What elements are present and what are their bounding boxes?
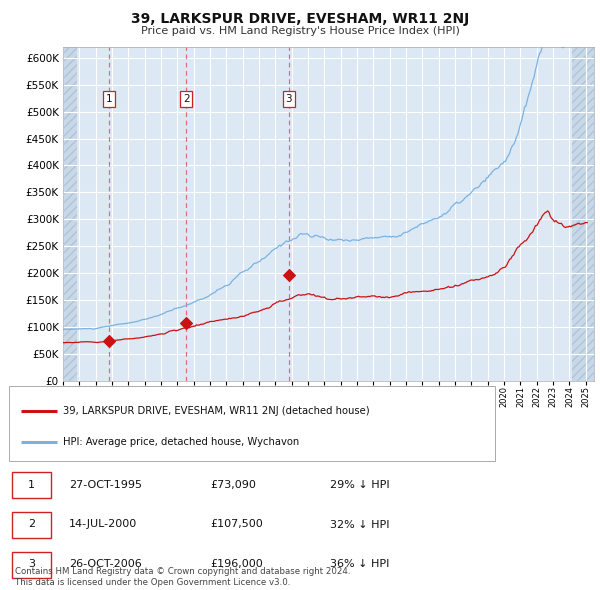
Text: 2: 2 [183, 94, 190, 104]
Text: HPI: Average price, detached house, Wychavon: HPI: Average price, detached house, Wych… [63, 437, 299, 447]
Text: 3: 3 [28, 559, 35, 569]
Text: 2: 2 [28, 519, 35, 529]
Point [181, 318, 191, 327]
FancyBboxPatch shape [12, 552, 51, 578]
Text: 1: 1 [28, 480, 35, 490]
FancyBboxPatch shape [12, 512, 51, 538]
Text: £107,500: £107,500 [210, 519, 263, 529]
Point [104, 336, 114, 346]
Text: 32% ↓ HPI: 32% ↓ HPI [330, 519, 389, 529]
Text: 1: 1 [106, 94, 112, 104]
Text: 27-OCT-1995: 27-OCT-1995 [69, 480, 142, 490]
Text: 39, LARKSPUR DRIVE, EVESHAM, WR11 2NJ: 39, LARKSPUR DRIVE, EVESHAM, WR11 2NJ [131, 12, 469, 26]
Point [284, 270, 293, 280]
FancyBboxPatch shape [9, 386, 495, 461]
Text: £73,090: £73,090 [210, 480, 256, 490]
Text: 39, LARKSPUR DRIVE, EVESHAM, WR11 2NJ (detached house): 39, LARKSPUR DRIVE, EVESHAM, WR11 2NJ (d… [63, 406, 370, 416]
Text: 29% ↓ HPI: 29% ↓ HPI [330, 480, 389, 490]
Text: 36% ↓ HPI: 36% ↓ HPI [330, 559, 389, 569]
Text: 14-JUL-2000: 14-JUL-2000 [69, 519, 137, 529]
Text: 3: 3 [286, 94, 292, 104]
Text: Contains HM Land Registry data © Crown copyright and database right 2024.: Contains HM Land Registry data © Crown c… [15, 567, 350, 576]
FancyBboxPatch shape [12, 472, 51, 498]
Text: 26-OCT-2006: 26-OCT-2006 [69, 559, 142, 569]
Text: This data is licensed under the Open Government Licence v3.0.: This data is licensed under the Open Gov… [15, 578, 290, 587]
Text: Price paid vs. HM Land Registry's House Price Index (HPI): Price paid vs. HM Land Registry's House … [140, 26, 460, 35]
Text: £196,000: £196,000 [210, 559, 263, 569]
